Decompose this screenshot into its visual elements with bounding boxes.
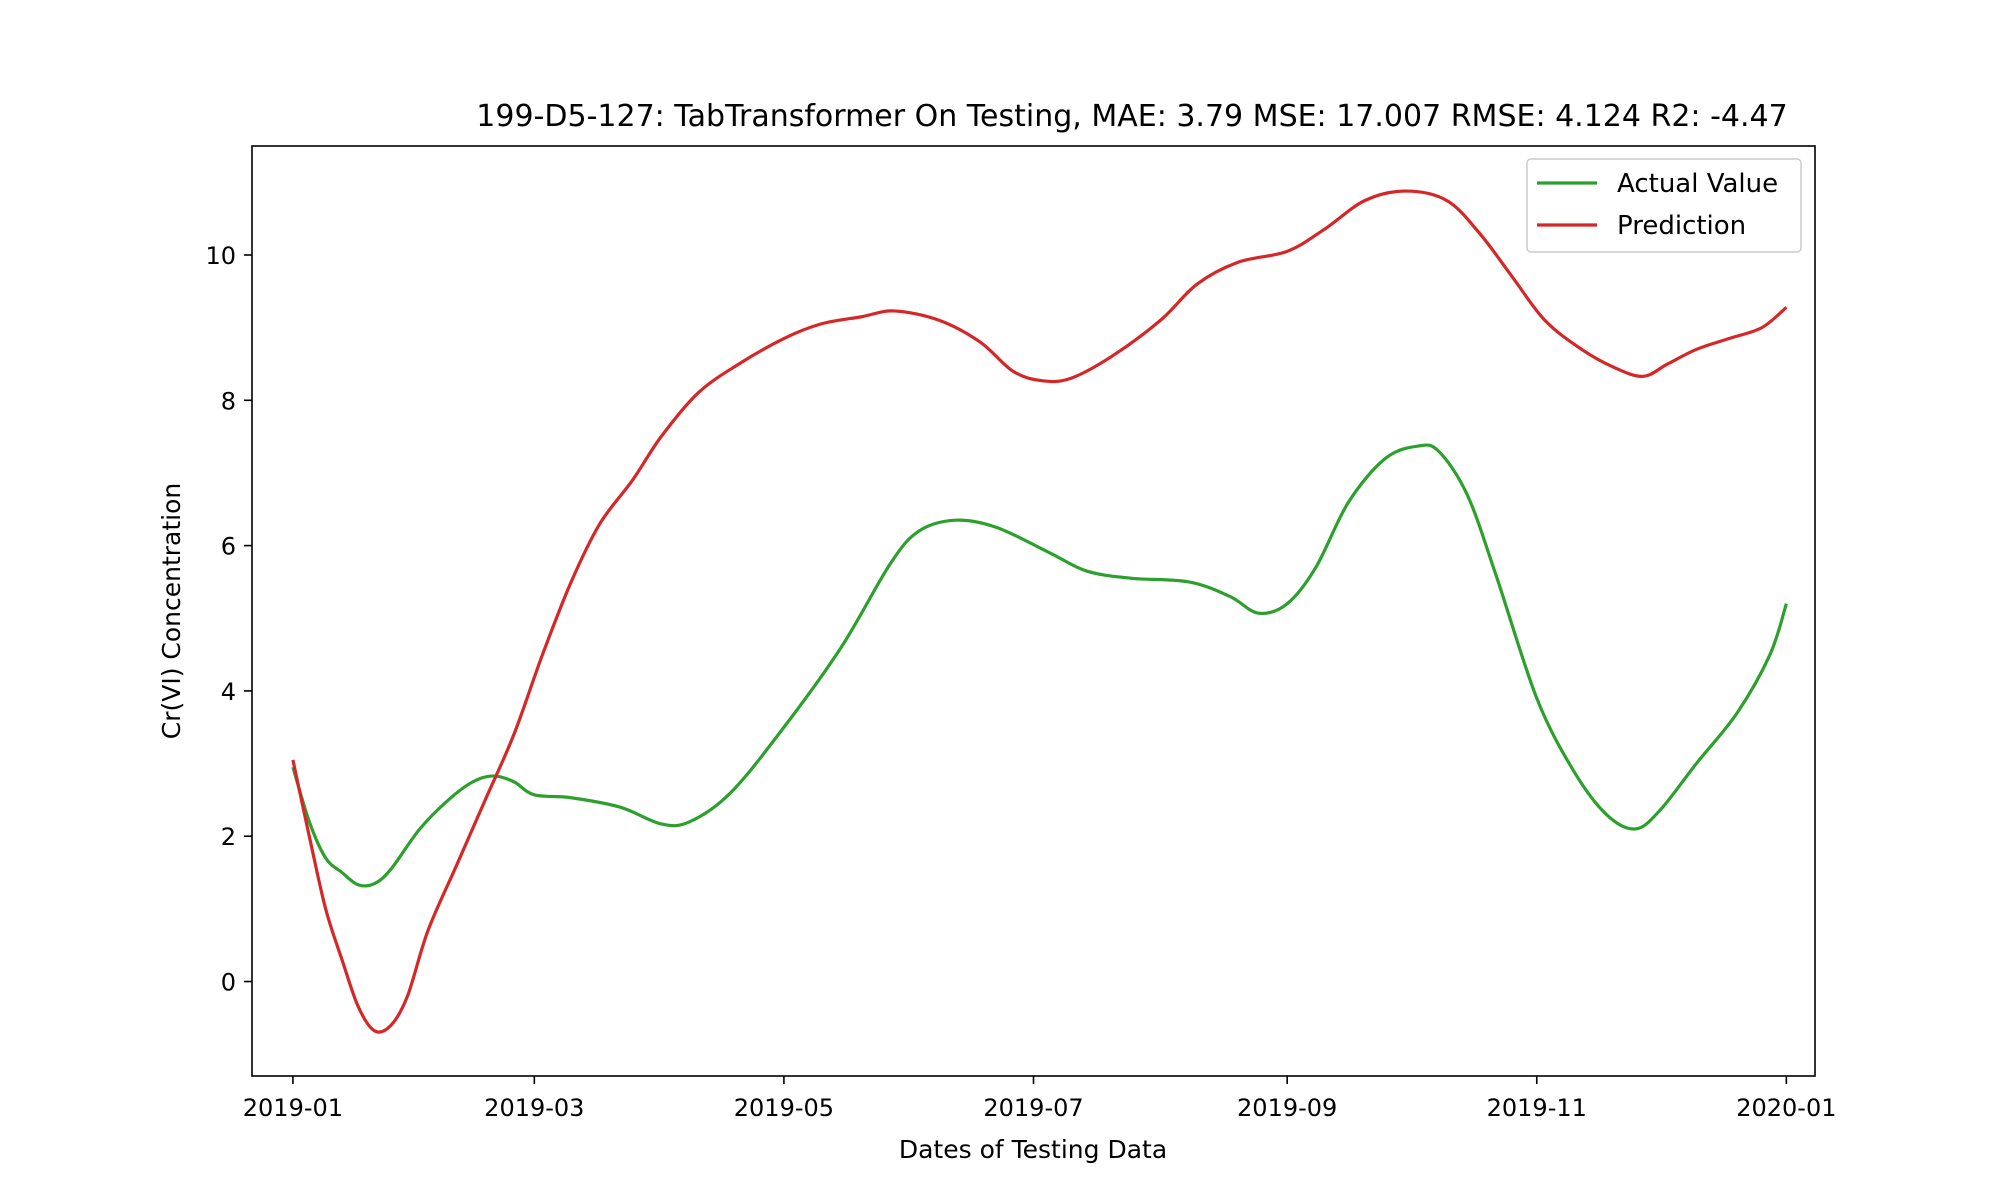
x-tick-label: 2019-01 xyxy=(243,1094,343,1122)
y-tick-label: 0 xyxy=(221,969,236,997)
y-tick-label: 4 xyxy=(221,678,236,706)
legend-label-actual: Actual Value xyxy=(1617,169,1778,199)
x-axis-label: Dates of Testing Data xyxy=(899,1135,1167,1164)
x-tick-label: 2019-09 xyxy=(1237,1094,1337,1122)
y-tick-label: 6 xyxy=(221,533,236,561)
legend: Actual Value Prediction xyxy=(1526,158,1802,253)
x-tick-label: 2020-01 xyxy=(1736,1094,1836,1122)
y-axis-label: Cr(VI) Concentration xyxy=(157,483,186,740)
series-line-prediction xyxy=(291,189,1788,1034)
y-axis: 0 2 4 6 8 10 xyxy=(205,242,252,997)
y-tick-label: 8 xyxy=(221,387,236,415)
x-tick-label: 2019-11 xyxy=(1487,1094,1587,1122)
series-line-actual-value xyxy=(291,443,1788,888)
x-tick-label: 2019-07 xyxy=(983,1094,1083,1122)
legend-label-prediction: Prediction xyxy=(1617,211,1746,241)
y-tick-label: 2 xyxy=(221,823,236,851)
x-tick-label: 2019-03 xyxy=(484,1094,584,1122)
series-layer xyxy=(291,189,1788,1034)
chart-title: 199-D5-127: TabTransformer On Testing, M… xyxy=(476,99,1787,134)
y-tick-label: 10 xyxy=(205,242,236,270)
x-tick-label: 2019-05 xyxy=(734,1094,834,1122)
x-axis: 2019-01 2019-03 2019-05 2019-07 2019-09 2019-… xyxy=(243,1076,1836,1122)
